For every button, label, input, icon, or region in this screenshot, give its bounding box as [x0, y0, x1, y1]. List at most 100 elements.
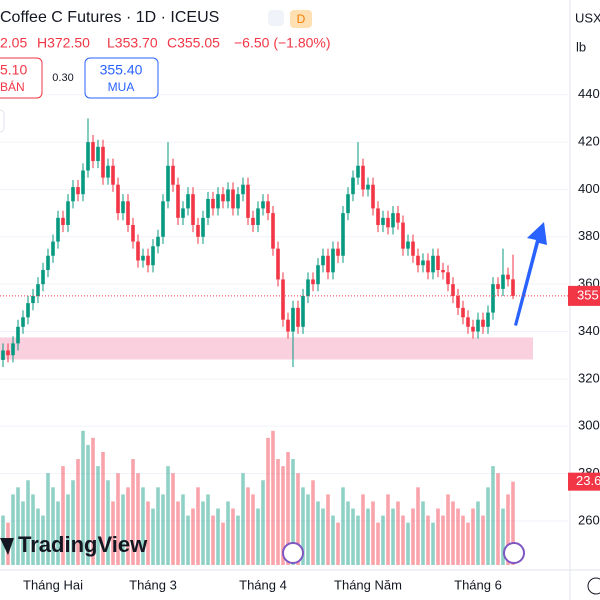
unit: lb [576, 39, 586, 54]
candle-body [216, 194, 220, 209]
volume-bar [16, 487, 20, 565]
sell-price: 5.10 [0, 62, 27, 78]
volume-bar [426, 515, 430, 565]
volume-bar [451, 501, 455, 565]
volume-bar [36, 508, 40, 565]
ohlc-change: −6.50 (−1.80%) [234, 35, 331, 51]
candle-body [421, 260, 425, 266]
volume-bar [296, 473, 300, 565]
candle-body [381, 217, 385, 225]
volume-bar [471, 508, 475, 565]
volume-bar [276, 459, 280, 565]
volume-bar [236, 515, 240, 565]
y-tick-label: 420 [578, 134, 600, 149]
volume-bar [166, 466, 170, 565]
candle-body [436, 255, 440, 270]
candle-body [191, 194, 195, 225]
buy-button[interactable] [84, 57, 159, 99]
volume-bar [511, 481, 515, 565]
candle-body [171, 165, 175, 185]
last-price-box [568, 285, 600, 306]
ohlc-open: 2.05 [0, 35, 27, 51]
y-tick-label: 380 [578, 228, 600, 243]
candle-body [311, 279, 315, 285]
volume-bar [341, 487, 345, 565]
candle-body [356, 165, 360, 178]
collapse-button[interactable] [0, 109, 5, 133]
candle-body [106, 165, 110, 178]
candle-body [11, 343, 15, 356]
candle-body [71, 187, 75, 202]
candle-body [1, 350, 5, 360]
x-tick-label: Tháng 4 [239, 577, 287, 592]
candle-body [376, 208, 380, 225]
volume-bar [101, 452, 105, 565]
last-volume-label: 23.6 [576, 473, 600, 488]
candle-body [226, 189, 230, 202]
candle-body [501, 274, 505, 289]
candle-body [126, 201, 130, 225]
candle-body [96, 146, 100, 162]
candle-body [36, 284, 40, 297]
candle-body [276, 248, 280, 280]
candle-layer [1, 118, 515, 368]
event-icon[interactable] [503, 542, 525, 564]
volume-bar [41, 515, 45, 565]
candle-body [251, 217, 255, 225]
candle-body [441, 269, 445, 273]
candle-body [16, 326, 20, 344]
candle-body [401, 222, 405, 249]
volume-bar [96, 466, 100, 565]
candle-body [431, 255, 435, 273]
candle-body [351, 177, 355, 195]
candle-body [451, 284, 455, 297]
candle-body [111, 165, 115, 185]
candle-body [101, 146, 105, 178]
candle-body [266, 201, 270, 214]
event-icon[interactable] [282, 542, 304, 564]
volume-bar [216, 508, 220, 565]
volume-bar [291, 459, 295, 565]
candle-body [261, 201, 265, 209]
candle-body [481, 319, 485, 327]
volume-bar [76, 459, 80, 565]
volume-bar [256, 508, 260, 565]
volume-bar [31, 494, 35, 565]
candle-body [406, 241, 410, 249]
candle-body [161, 201, 165, 237]
volume-bar [371, 501, 375, 565]
sell-button[interactable] [0, 57, 43, 99]
y-tick-label: 260 [578, 512, 600, 527]
settings-icon[interactable] [587, 577, 600, 595]
volume-bar [481, 515, 485, 565]
candle-body [231, 189, 235, 209]
candle-body [86, 142, 90, 171]
volume-bar [391, 508, 395, 565]
candle-body [256, 208, 260, 225]
candle-body [371, 184, 375, 209]
volume-bar [436, 508, 440, 565]
volume-bar [26, 480, 30, 565]
arrow-drawing [514, 222, 547, 326]
volume-bar [486, 487, 490, 565]
volume-bar [86, 444, 90, 565]
candle-body [506, 274, 510, 280]
candle-body [206, 198, 210, 218]
candle-body [246, 184, 250, 218]
candle-body [91, 142, 95, 162]
volume-bar [221, 522, 225, 565]
candle-body [6, 350, 10, 356]
candle-body [491, 284, 495, 313]
eye-icon[interactable] [268, 10, 284, 26]
volume-bar [206, 494, 210, 565]
candle-body [411, 241, 415, 256]
badge-text: D [297, 12, 306, 26]
volume-bar [446, 494, 450, 565]
candle-body [236, 194, 240, 209]
candle-body [456, 296, 460, 308]
sell-label: BÁN [0, 79, 25, 94]
volume-bar [91, 437, 95, 565]
candle-body [136, 241, 140, 261]
volume-bar [351, 508, 355, 565]
